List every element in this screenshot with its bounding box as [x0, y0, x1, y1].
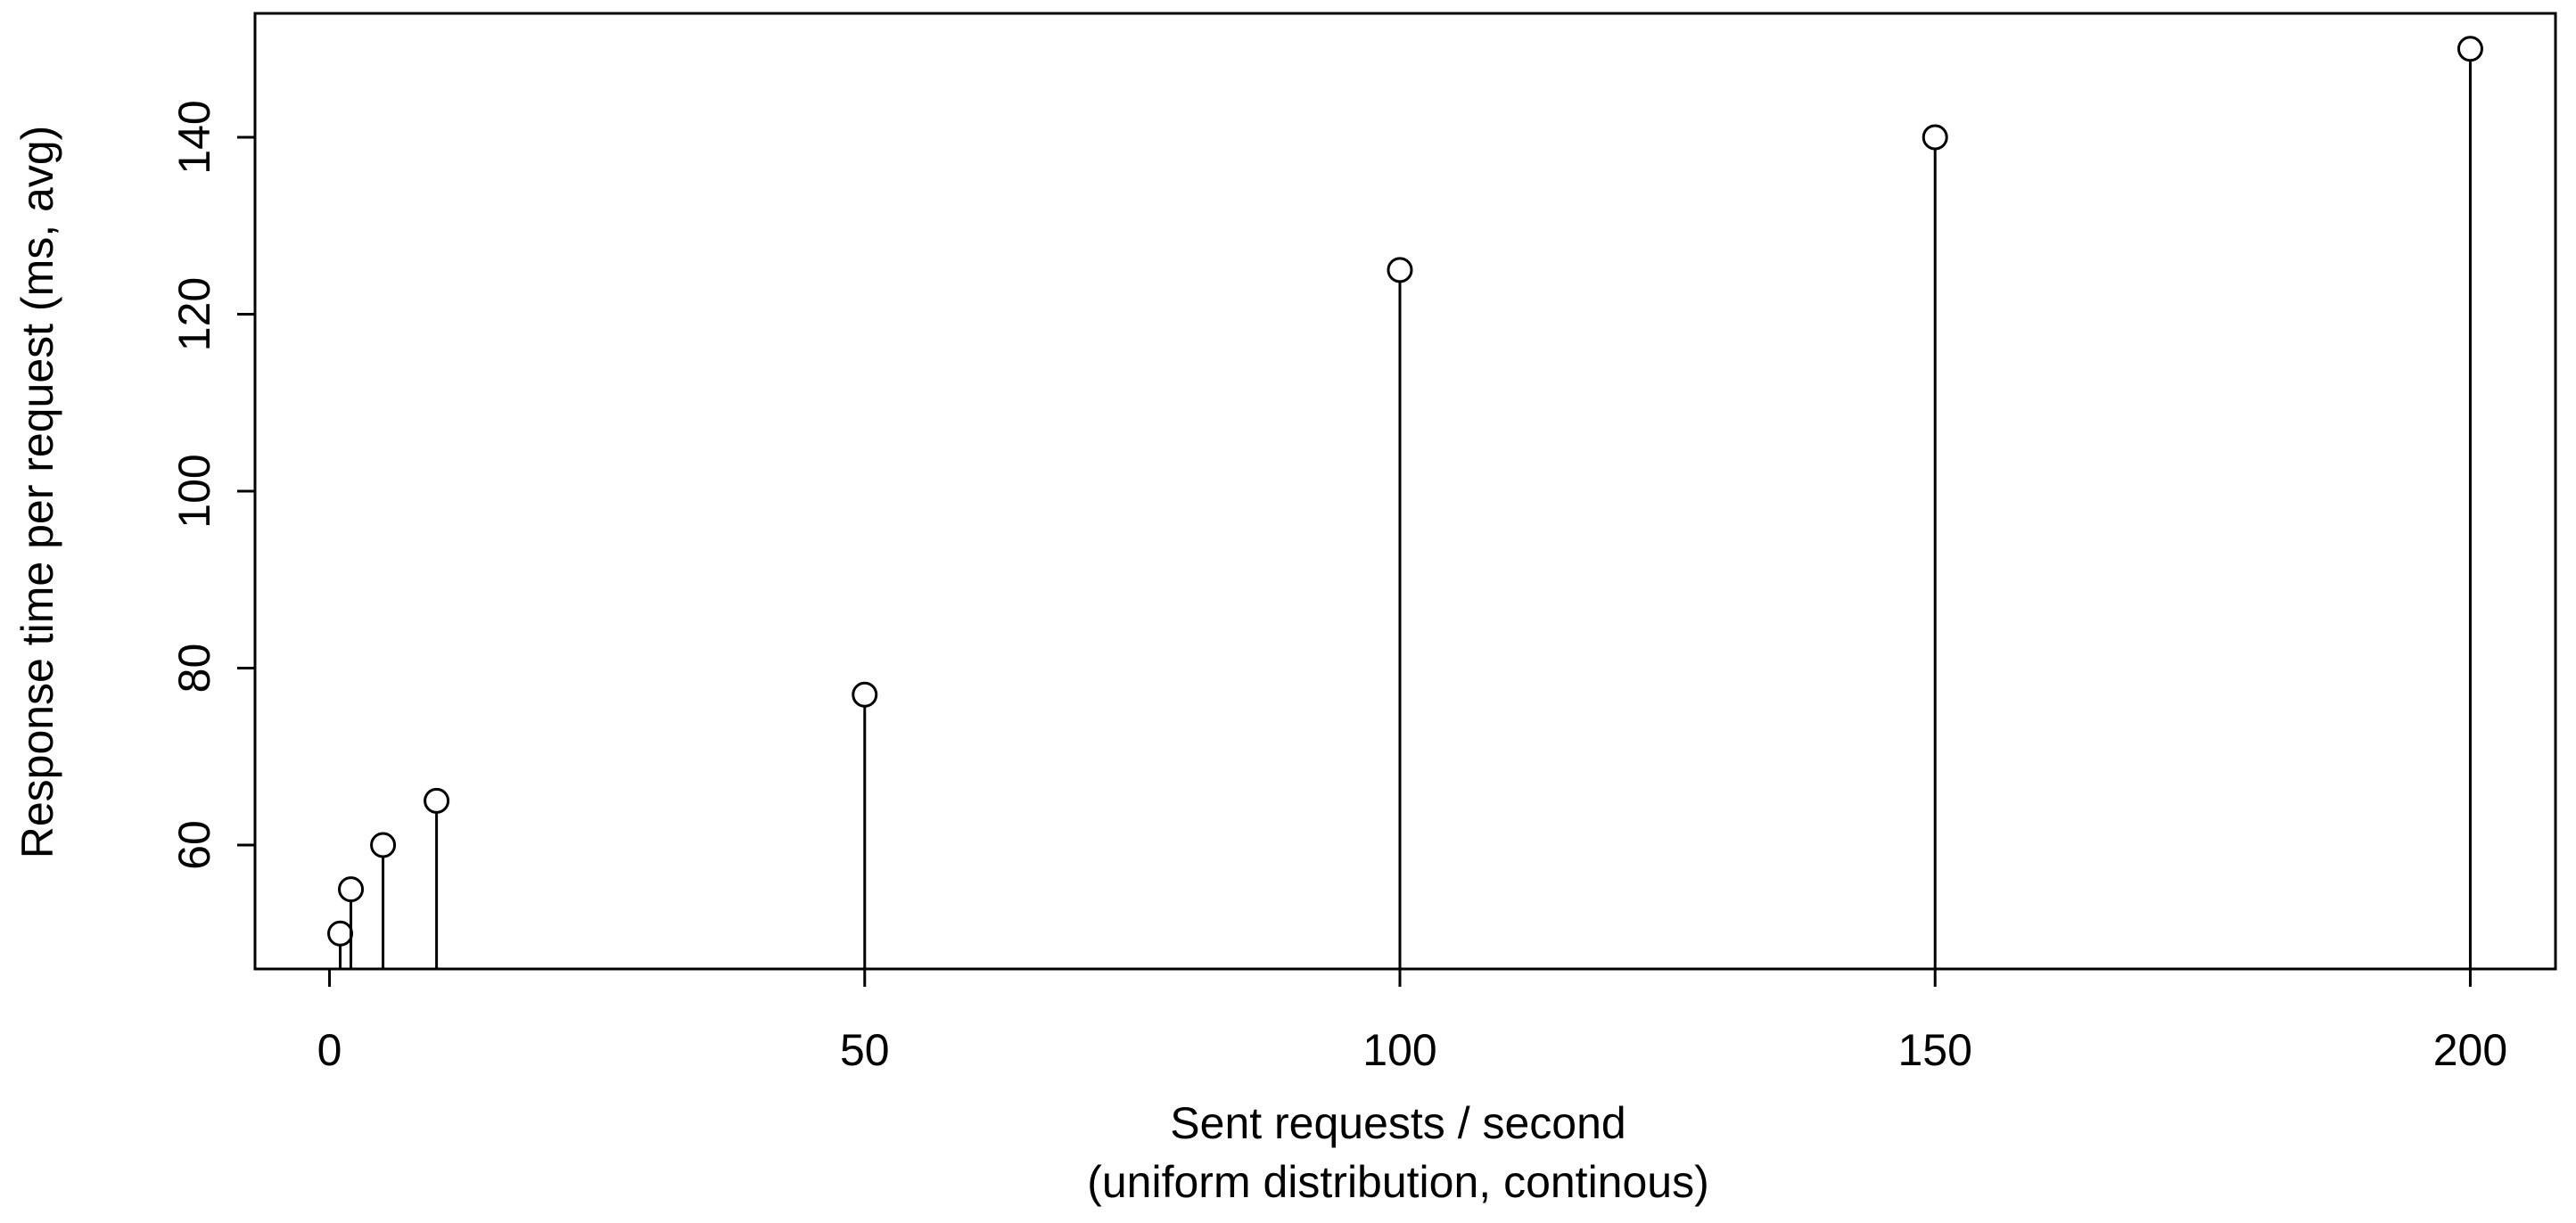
point	[852, 681, 878, 708]
x-tick-label: 50	[840, 1025, 890, 1075]
x-tick-label: 0	[317, 1025, 342, 1075]
plot-frame	[253, 12, 2557, 971]
point	[1387, 257, 1413, 283]
y-tick-label: 60	[169, 820, 219, 870]
point	[370, 832, 397, 858]
y-tick-label: 120	[169, 277, 219, 351]
x-tick-label: 100	[1362, 1025, 1436, 1075]
y-tick-label: 140	[169, 100, 219, 174]
x-tick-label: 150	[1898, 1025, 1972, 1075]
y-tick-label: 80	[169, 644, 219, 694]
x-axis-label: Sent requests / second	[1170, 1098, 1625, 1148]
point	[2457, 36, 2483, 62]
x-axis-label: (uniform distribution, continous)	[1087, 1157, 1709, 1207]
y-axis-label: Response time per request (ms, avg)	[12, 126, 62, 859]
point	[338, 876, 365, 903]
point	[424, 787, 450, 814]
x-tick-label: 200	[2433, 1025, 2507, 1075]
y-tick-label: 100	[169, 454, 219, 528]
point	[1922, 124, 1948, 151]
point	[327, 920, 354, 947]
